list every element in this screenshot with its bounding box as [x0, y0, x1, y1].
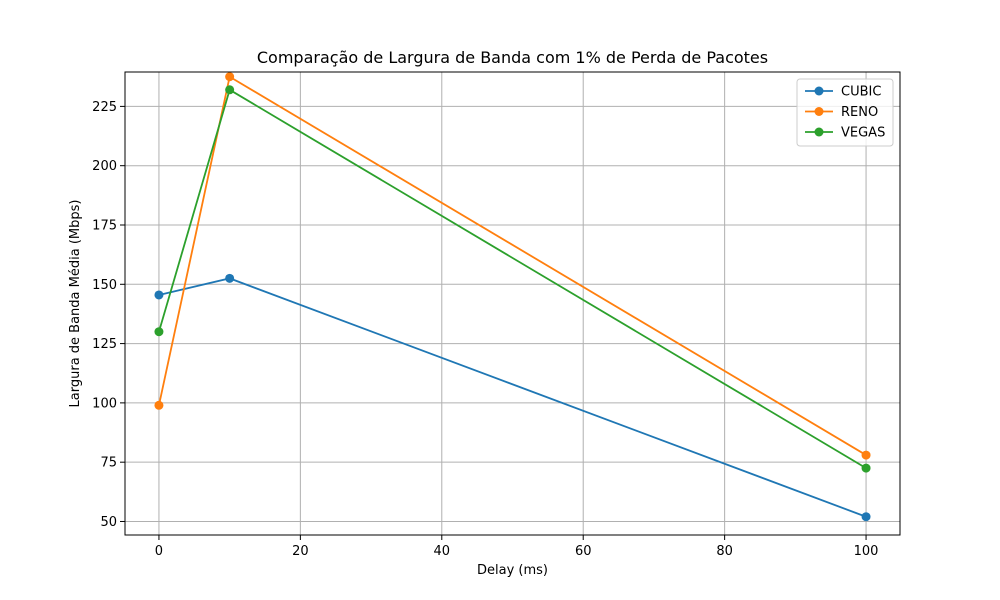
data-point-vegas — [861, 463, 871, 473]
legend-marker-cubic — [814, 86, 824, 96]
legend-marker-reno — [814, 107, 824, 116]
data-point-reno — [861, 450, 871, 460]
y-tick-label: 75 — [100, 456, 117, 471]
data-point-cubic — [861, 512, 871, 522]
x-tick-label: 100 — [854, 544, 879, 559]
y-tick-label: 175 — [92, 218, 117, 233]
legend-label-reno: RENO — [841, 105, 878, 120]
x-axis-label: Delay (ms) — [477, 563, 548, 578]
grid — [125, 72, 900, 535]
data-point-cubic — [225, 273, 235, 283]
x-tick-label: 0 — [155, 544, 163, 559]
data-point-reno — [225, 72, 235, 82]
y-axis-label: Largura de Banda Média (Mbps) — [68, 200, 83, 408]
legend-label-cubic: CUBIC — [841, 85, 881, 100]
x-tick-label: 80 — [716, 544, 733, 559]
legend: CUBIC RENO VEGAS — [796, 78, 894, 147]
data-point-cubic — [154, 290, 164, 300]
data-point-vegas — [225, 85, 235, 95]
x-tick-label: 60 — [575, 544, 592, 559]
chart-title: Comparação de Largura de Banda com 1% de… — [257, 48, 768, 67]
y-tick-label: 50 — [100, 515, 117, 530]
y-tick-label: 125 — [92, 337, 117, 352]
data-point-vegas — [154, 327, 164, 337]
y-tick-label: 150 — [92, 278, 117, 293]
data-point-reno — [154, 400, 164, 410]
series-layer — [154, 72, 871, 522]
legend-label-vegas: VEGAS — [841, 126, 885, 141]
x-tick-label: 40 — [434, 544, 451, 559]
plot-frame — [124, 71, 901, 536]
y-tick-label: 225 — [92, 100, 117, 115]
x-tick-label: 20 — [292, 544, 309, 559]
axis-ticks: 0 20 40 60 80 100 50 75 100 125 150 175 200 225 — [92, 100, 878, 559]
legend-marker-vegas — [814, 127, 824, 137]
y-tick-label: 200 — [92, 159, 117, 174]
y-tick-label: 100 — [92, 396, 117, 411]
